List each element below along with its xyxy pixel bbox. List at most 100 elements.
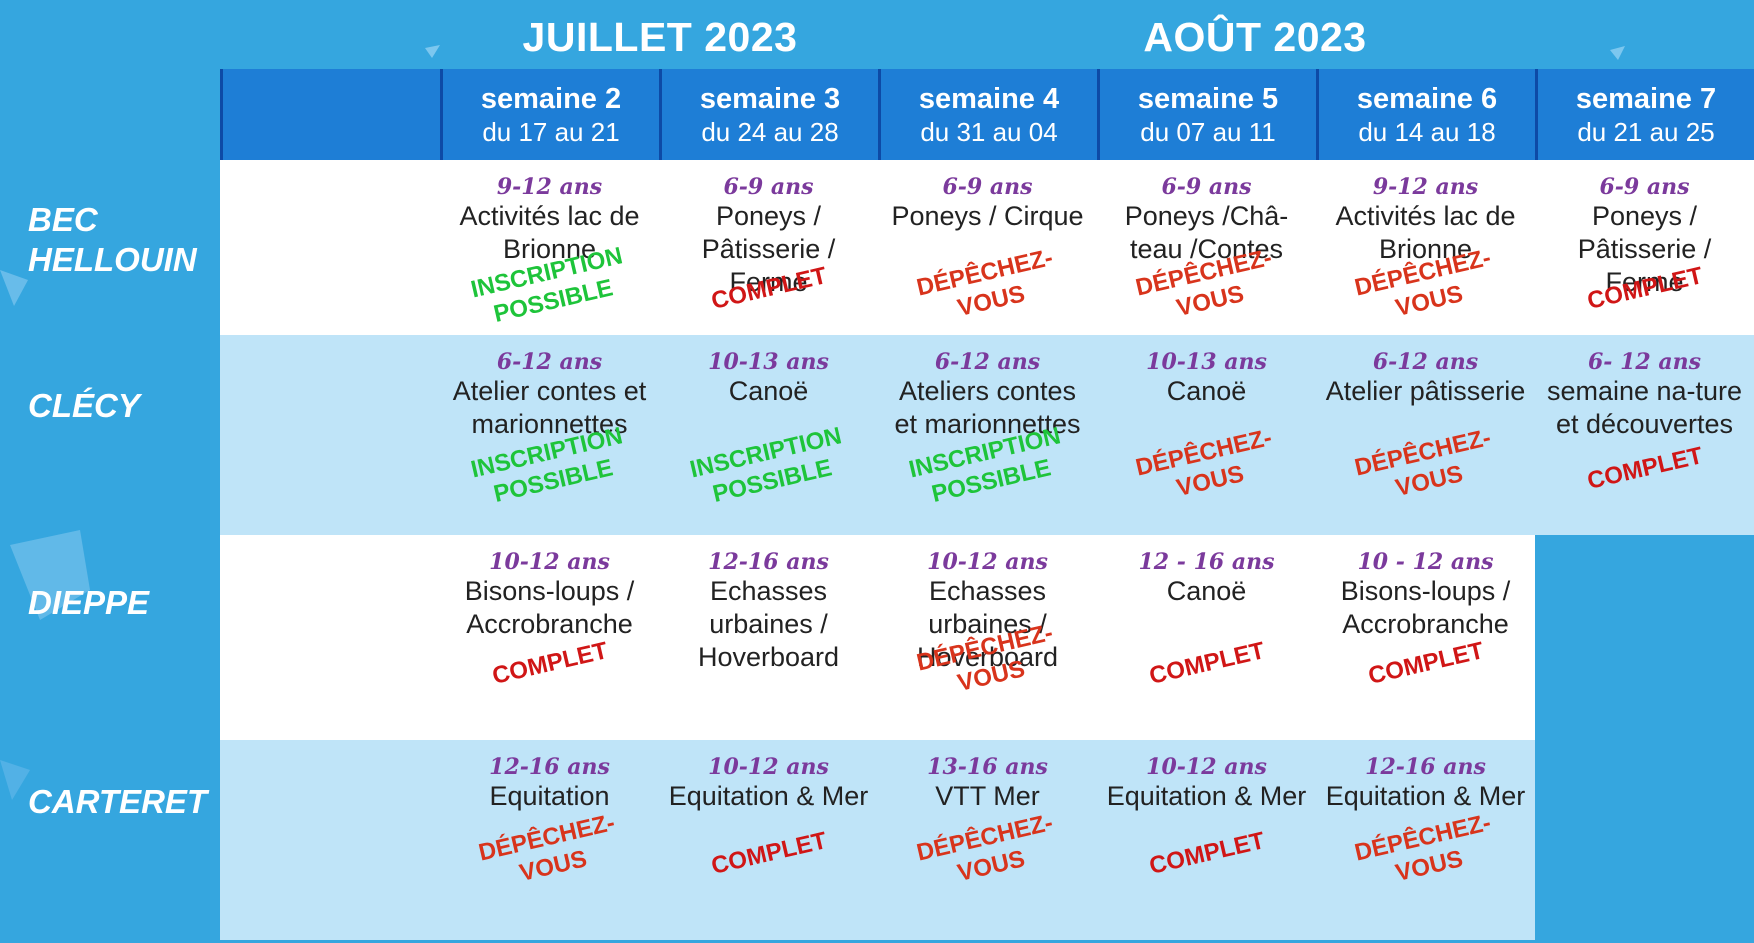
week-dates: du 17 au 21 bbox=[482, 116, 620, 147]
activity-cell[interactable]: 6-12 ans Atelier contes et marionnettes IN… bbox=[440, 335, 659, 535]
age-range: 10 - 12 ans bbox=[1357, 549, 1494, 575]
availability-stamp: COMPLET bbox=[1365, 637, 1486, 690]
header-corner bbox=[220, 69, 440, 160]
activity-name: semaine na-ture et découvertes bbox=[1546, 376, 1743, 439]
month-label: AOÛT 2023 bbox=[1143, 14, 1367, 60]
age-range: 12-16 ans bbox=[1365, 754, 1486, 780]
activity-name: Poneys /Châ-teau /Contes bbox=[1124, 201, 1289, 264]
activity-cell[interactable]: 10-12 ans Equitation & Mer COMPLET bbox=[659, 740, 878, 940]
row-spacer bbox=[220, 740, 440, 940]
week-dates: du 14 au 18 bbox=[1358, 116, 1496, 147]
activity-cell[interactable]: 6-12 ans Ateliers contes et marionnettes I… bbox=[878, 335, 1097, 535]
age-range: 12-16 ans bbox=[489, 754, 610, 780]
activity-cell[interactable]: 6- 12 ans semaine na-ture et découvertes C… bbox=[1535, 335, 1754, 535]
city-label: DIEPPE bbox=[28, 584, 150, 621]
activity-cell[interactable]: 6-12 ans Atelier pâtisserie DÉPÊCHEZ-VOUS bbox=[1316, 335, 1535, 535]
age-range: 13-16 ans bbox=[927, 754, 1048, 780]
availability-stamp: DÉPÊCHEZ-VOUS bbox=[913, 809, 1055, 887]
activity-cell[interactable]: 9-12 ans Activités lac de Brionne INSCRIPT… bbox=[440, 160, 659, 335]
availability-stamp: INSCRIPTION POSSIBLE bbox=[686, 422, 844, 508]
activity-cell[interactable]: 13-16 ans VTT Mer DÉPÊCHEZ-VOUS bbox=[878, 740, 1097, 940]
activity-name: Poneys / Pâtisserie / Ferme bbox=[1577, 201, 1712, 297]
age-range: 12-16 ans bbox=[708, 549, 829, 575]
activity-name: Atelier contes et marionnettes bbox=[452, 376, 647, 439]
age-range: 6-12 ans bbox=[934, 349, 1041, 375]
activity-name: Echasses urbaines / Hoverboard bbox=[916, 576, 1059, 672]
activity-cell[interactable]: 6-9 ans Poneys /Châ-teau /Contes DÉPÊCHEZ-… bbox=[1097, 160, 1316, 335]
activity-cell[interactable]: 10-13 ans Canoë DÉPÊCHEZ-VOUS bbox=[1097, 335, 1316, 535]
availability-stamp: COMPLET bbox=[1584, 442, 1705, 495]
age-range: 10-12 ans bbox=[489, 549, 610, 575]
week-name: semaine 3 bbox=[699, 82, 841, 115]
week-name: semaine 4 bbox=[918, 82, 1060, 115]
age-range: 10-13 ans bbox=[708, 349, 829, 375]
week-name: semaine 5 bbox=[1137, 82, 1279, 115]
city-label: CLÉCY bbox=[28, 387, 140, 424]
activity-name: VTT Mer bbox=[935, 781, 1040, 811]
activity-name: Ateliers contes et marionnettes bbox=[894, 376, 1081, 439]
activity-name: Equitation bbox=[489, 781, 610, 811]
age-range: 12 - 16 ans bbox=[1138, 549, 1275, 575]
activity-cell[interactable]: 6-9 ans Poneys / Cirque DÉPÊCHEZ-VOUS bbox=[878, 160, 1097, 335]
activity-cell[interactable]: 10-12 ans Echasses urbaines / Hoverboard D… bbox=[878, 535, 1097, 740]
week-name: semaine 6 bbox=[1356, 82, 1498, 115]
age-range: 6- 12 ans bbox=[1587, 349, 1701, 375]
activity-cell[interactable]: 12 - 16 ans Canoë COMPLET bbox=[1097, 535, 1316, 740]
week-dates: du 21 au 25 bbox=[1577, 116, 1715, 147]
availability-stamp: DÉPÊCHEZ-VOUS bbox=[1351, 424, 1493, 502]
month-label: JUILLET 2023 bbox=[522, 14, 798, 60]
activity-name: Equitation & Mer bbox=[1106, 781, 1307, 811]
activity-cell[interactable]: 10-13 ans Canoë INSCRIPTION POSSIBLE bbox=[659, 335, 878, 535]
empty-cell bbox=[1535, 535, 1754, 740]
activity-name: Echasses urbaines / Hoverboard bbox=[697, 576, 840, 672]
activity-name: Canoë bbox=[1166, 376, 1247, 406]
activity-cell[interactable]: 12-16 ans Echasses urbaines / Hoverboard bbox=[659, 535, 878, 740]
availability-stamp: COMPLET bbox=[708, 827, 829, 880]
activity-cell[interactable]: 6-9 ans Poneys / Pâtisserie / Ferme COMPLE… bbox=[659, 160, 878, 335]
activity-cell[interactable]: 12-16 ans Equitation & Mer DÉPÊCHEZ-VOUS bbox=[1316, 740, 1535, 940]
activity-name: Activités lac de Brionne bbox=[459, 201, 640, 264]
activity-name: Bisons-loups / Accrobranche bbox=[1340, 576, 1511, 639]
activity-name: Equitation & Mer bbox=[1325, 781, 1526, 811]
age-range: 6-9 ans bbox=[942, 174, 1033, 200]
activity-cell[interactable]: 10 - 12 ans Bisons-loups / Accrobranche CO… bbox=[1316, 535, 1535, 740]
availability-stamp: DÉPÊCHEZ-VOUS bbox=[1132, 424, 1274, 502]
availability-stamp: DÉPÊCHEZ-VOUS bbox=[1351, 809, 1493, 887]
activity-name: Activités lac de Brionne bbox=[1335, 201, 1516, 264]
week-name: semaine 7 bbox=[1575, 82, 1717, 115]
activity-name: Equitation & Mer bbox=[668, 781, 869, 811]
week-header: semaine 4 du 31 au 04 bbox=[878, 69, 1097, 160]
activity-cell[interactable]: 9-12 ans Activités lac de Brionne DÉPÊCHEZ… bbox=[1316, 160, 1535, 335]
month-headers: JUILLET 2023 AOÛT 2023 bbox=[0, 14, 1754, 70]
week-header: semaine 5 du 07 au 11 bbox=[1097, 69, 1316, 160]
age-range: 10-13 ans bbox=[1146, 349, 1267, 375]
age-range: 6-9 ans bbox=[1161, 174, 1252, 200]
age-range: 9-12 ans bbox=[496, 174, 603, 200]
age-range: 10-12 ans bbox=[1146, 754, 1267, 780]
row-spacer bbox=[220, 535, 440, 740]
availability-stamp: COMPLET bbox=[1146, 637, 1267, 690]
activity-name: Atelier pâtisserie bbox=[1325, 376, 1526, 406]
activity-name: Poneys / Pâtisserie / Ferme bbox=[701, 201, 836, 297]
activity-cell[interactable]: 10-12 ans Equitation & Mer COMPLET bbox=[1097, 740, 1316, 940]
city-label: CARTERET bbox=[28, 783, 208, 820]
empty-cell bbox=[1535, 740, 1754, 940]
availability-stamp: DÉPÊCHEZ-VOUS bbox=[475, 809, 617, 887]
availability-stamp: COMPLET bbox=[1146, 827, 1267, 880]
activity-cell[interactable]: 12-16 ans Equitation DÉPÊCHEZ-VOUS bbox=[440, 740, 659, 940]
city-label: BEC HELLOUIN bbox=[28, 201, 197, 278]
activity-cell[interactable]: 10-12 ans Bisons-loups / Accrobranche COMP… bbox=[440, 535, 659, 740]
age-range: 10-12 ans bbox=[708, 754, 829, 780]
week-header: semaine 3 du 24 au 28 bbox=[659, 69, 878, 160]
age-range: 6-12 ans bbox=[496, 349, 603, 375]
week-dates: du 07 au 11 bbox=[1140, 116, 1276, 147]
week-header: semaine 6 du 14 au 18 bbox=[1316, 69, 1535, 160]
age-range: 9-12 ans bbox=[1372, 174, 1479, 200]
activity-cell[interactable]: 6-9 ans Poneys / Pâtisserie / Ferme COMPLE… bbox=[1535, 160, 1754, 335]
age-range: 6-12 ans bbox=[1372, 349, 1479, 375]
activity-name: Poneys / Cirque bbox=[891, 201, 1084, 231]
week-header: semaine 7 du 21 au 25 bbox=[1535, 69, 1754, 160]
week-name: semaine 2 bbox=[480, 82, 622, 115]
age-range: 6-9 ans bbox=[1599, 174, 1690, 200]
availability-stamp: DÉPÊCHEZ-VOUS bbox=[913, 244, 1055, 322]
